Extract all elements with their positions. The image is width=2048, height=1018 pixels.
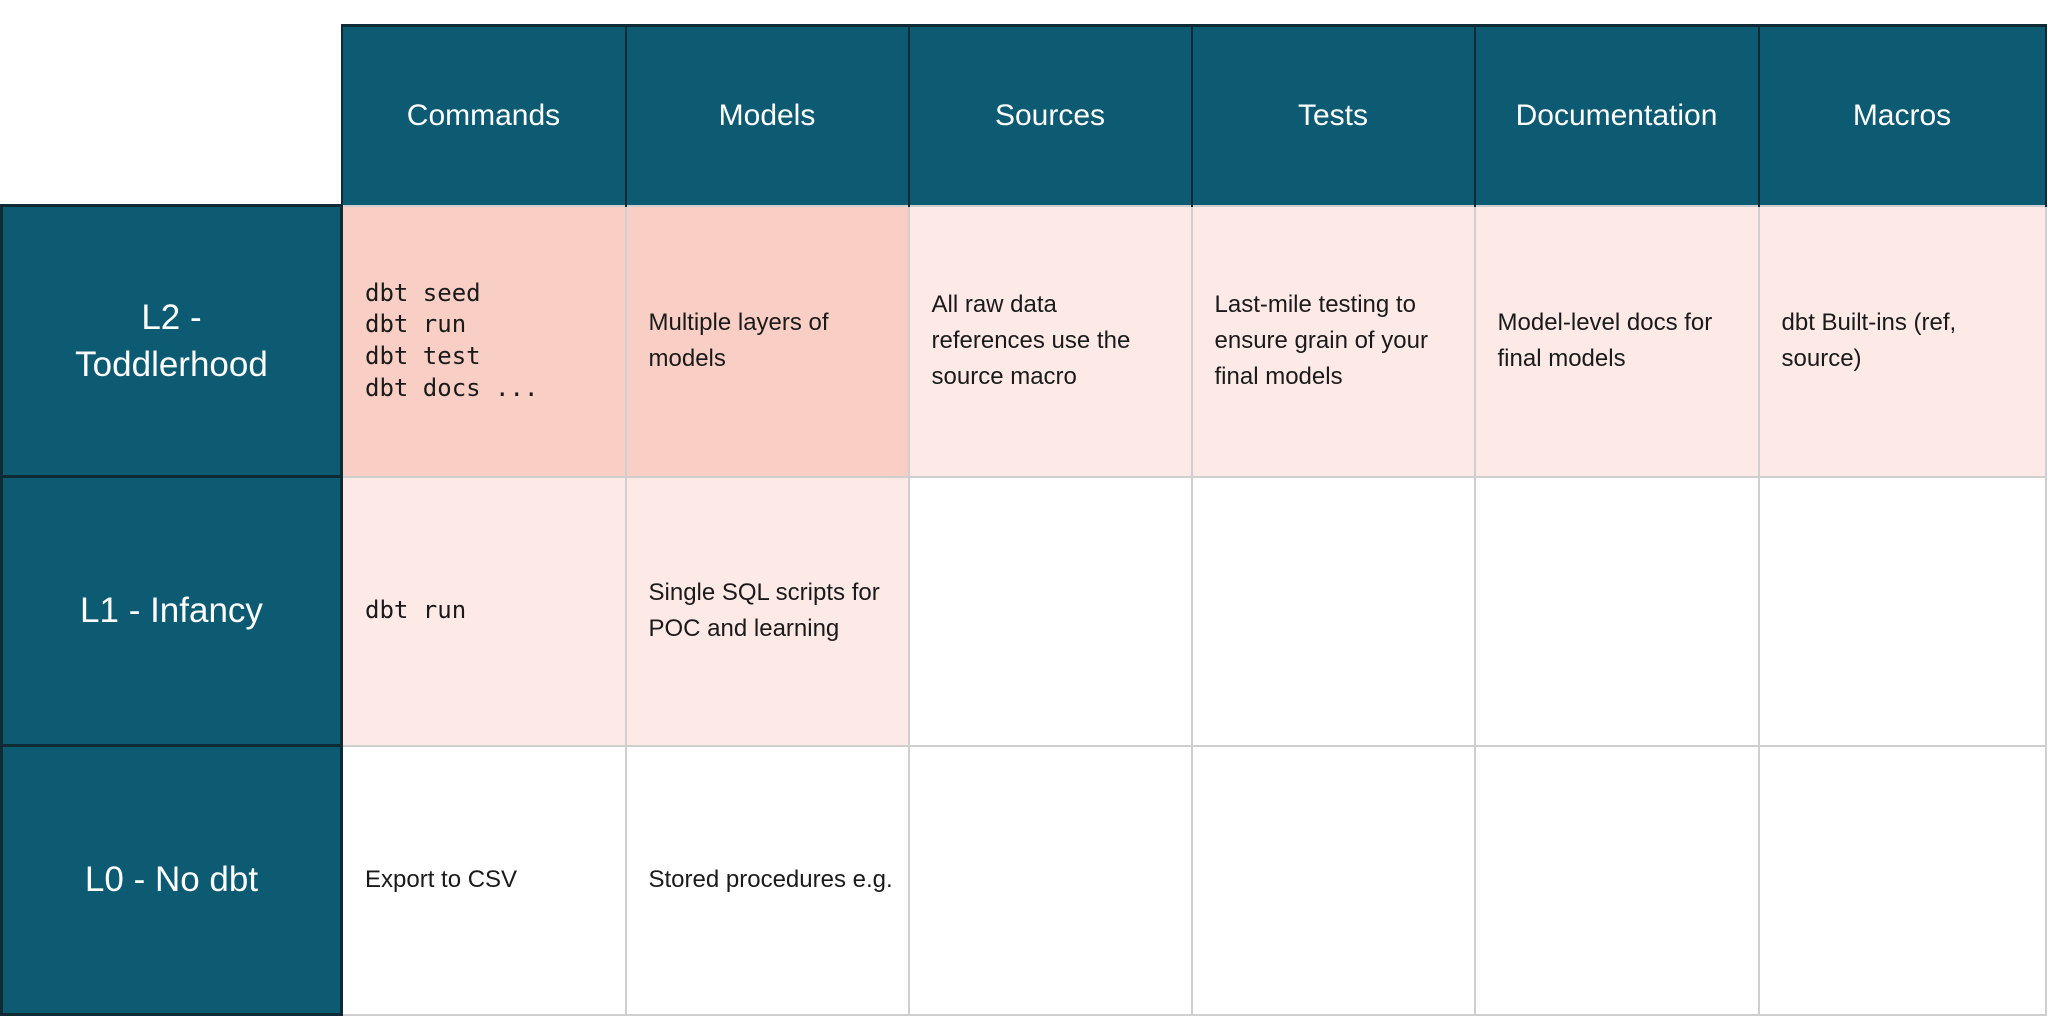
cell-l2-macros: dbt Built-ins (ref, source) xyxy=(1757,204,2047,478)
column-header-models: Models xyxy=(624,24,910,206)
cell-l0-commands: Export to CSV xyxy=(340,744,627,1016)
row-header-l0-no-dbt: L0 - No dbt xyxy=(0,744,343,1016)
dbt-maturity-table: Commands Models Sources Tests Documentat… xyxy=(0,24,2047,1016)
cell-l2-sources: All raw data references use the source m… xyxy=(907,204,1193,478)
cell-l0-tests xyxy=(1190,744,1476,1016)
cell-l1-commands: dbt run xyxy=(340,475,627,747)
cell-l2-tests: Last-mile testing to ensure grain of you… xyxy=(1190,204,1476,478)
cell-l2-models: Multiple layers of models xyxy=(624,204,910,478)
column-header-sources: Sources xyxy=(907,24,1193,206)
cell-l0-sources xyxy=(907,744,1193,1016)
column-header-documentation: Documentation xyxy=(1473,24,1760,206)
table-row-l1: L1 - Infancy dbt run Single SQL scripts … xyxy=(0,475,2047,747)
table-row-l0: L0 - No dbt Export to CSV Stored procedu… xyxy=(0,744,2047,1016)
cell-l1-documentation xyxy=(1473,475,1760,747)
corner-cell xyxy=(1,25,342,206)
cell-l1-sources xyxy=(907,475,1193,747)
column-header-tests: Tests xyxy=(1190,24,1476,206)
cell-l0-models: Stored procedures e.g. xyxy=(624,744,910,1016)
cell-l2-documentation: Model-level docs for final models xyxy=(1473,204,1760,478)
cell-l0-macros xyxy=(1757,744,2047,1016)
row-header-l1-infancy: L1 - Infancy xyxy=(0,475,343,747)
cell-l1-macros xyxy=(1757,475,2047,747)
cell-l1-tests xyxy=(1190,475,1476,747)
row-header-l2-toddlerhood: L2 - Toddlerhood xyxy=(0,204,343,478)
cell-l0-documentation xyxy=(1473,744,1760,1016)
header-row: Commands Models Sources Tests Documentat… xyxy=(1,24,2047,206)
table-row-l2: L2 - Toddlerhood dbt seed dbt run dbt te… xyxy=(0,204,2047,478)
cell-l2-commands: dbt seed dbt run dbt test dbt docs ... xyxy=(340,204,627,478)
column-header-macros: Macros xyxy=(1757,24,2047,206)
cell-l1-models: Single SQL scripts for POC and learning xyxy=(624,475,910,747)
column-header-commands: Commands xyxy=(340,24,627,206)
